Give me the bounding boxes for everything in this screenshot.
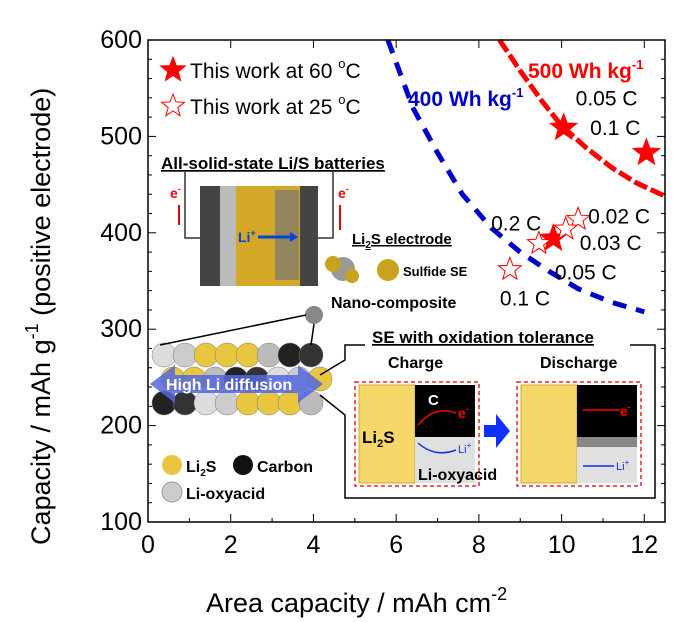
x-tick-label: 2 <box>224 531 238 559</box>
high-li-diffusion-label: High Li diffusion <box>166 377 292 394</box>
data-points: 0.05 C0.1 C0.2 C 0.02 C0.03 C0.05 C0.1 C <box>491 88 662 310</box>
reference-line <box>497 38 667 199</box>
electron-discharge: e- <box>620 402 631 419</box>
open-star-point <box>526 229 552 255</box>
x-tick-label: 0 <box>141 531 155 559</box>
rate-label: 0.02 C <box>588 205 650 228</box>
x-tick-label: 8 <box>472 531 486 559</box>
legend-filled-star-icon <box>159 55 187 82</box>
li-charge: Li+ <box>458 441 472 456</box>
inset-title-se: SE with oxidation tolerance <box>372 328 594 347</box>
particle <box>256 390 282 416</box>
electron-right: e- <box>338 184 349 201</box>
electron-charge: e- <box>458 404 469 421</box>
y-axis-label: Capacity / mAh g-1 (positive electrode) <box>22 88 56 545</box>
inset-title-batteries: All-solid-state Li/S batteries <box>161 154 385 173</box>
y-tick-label: 500 <box>100 122 142 150</box>
legend: This work at 60 oC This work at 25 oC <box>159 55 361 119</box>
carbon-block-label: C <box>428 392 439 409</box>
li2s-electrode-label: Li2S electrode <box>352 231 452 251</box>
x-tick-label: 6 <box>389 531 403 559</box>
sulfide-se-label: Sulfide SE <box>403 264 468 279</box>
legend-label-25: This work at 25 oC <box>190 92 361 119</box>
x-tick-label: 4 <box>306 531 320 559</box>
particle <box>256 342 282 368</box>
particle <box>172 342 198 368</box>
filled-star-point <box>549 112 579 141</box>
legend-li-oxyacid: Li-oxyacid <box>186 486 265 503</box>
particle <box>235 342 261 368</box>
li-discharge: Li+ <box>616 458 630 473</box>
y-tick-label: 600 <box>100 26 142 54</box>
rate-label: 0.05 C <box>555 261 617 284</box>
arrow-icon <box>484 414 510 448</box>
discharge-label: Discharge <box>540 355 617 372</box>
y-tick-label: 200 <box>100 412 142 440</box>
particle <box>235 390 261 416</box>
nano-composite-label: Nano-composite <box>331 295 456 312</box>
particle <box>193 342 219 368</box>
line-500-label: 500 Wh kg-1 <box>528 57 643 83</box>
open-star-point <box>552 215 579 240</box>
filled-star-point <box>631 137 662 166</box>
legend-open-star-icon <box>160 92 186 117</box>
rate-label: 0.1 C <box>590 117 640 140</box>
y-tick-label: 100 <box>100 508 142 536</box>
rate-label: 0.05 C <box>576 88 638 111</box>
y-tick-label: 300 <box>100 315 142 343</box>
axis-ticks: 0 2 4 6 8 10 12 100 200 300 400 500 600 <box>100 26 665 559</box>
li-ion-label: Li+ <box>238 228 256 245</box>
line-400-label: 400 Wh kg-1 <box>408 85 523 111</box>
reference-curves <box>385 38 667 315</box>
plot-frame <box>147 39 666 523</box>
open-star-point <box>497 255 523 281</box>
reference-line <box>385 39 646 315</box>
particle <box>151 342 177 368</box>
electron-left: e- <box>170 184 181 201</box>
x-tick-label: 10 <box>548 531 576 559</box>
y-tick-label: 400 <box>100 219 142 247</box>
x-axis-label: Area capacity / mAh cm-2 <box>206 584 507 618</box>
inset-illustration: All-solid-state Li/S batteries Li+ e- e-… <box>150 154 656 503</box>
legend-li2s: Li2S <box>186 459 217 479</box>
li-oxyacid-block-label: Li-oxyacid <box>418 467 497 484</box>
li2s-block-label: Li2S <box>362 428 395 450</box>
particle <box>172 390 198 416</box>
x-tick-label: 12 <box>630 531 658 559</box>
open-star-point <box>565 205 591 231</box>
particle <box>277 342 303 368</box>
legend-carbon: Carbon <box>257 459 313 476</box>
particle <box>214 390 240 416</box>
particle <box>298 342 324 368</box>
charge-label: Charge <box>388 355 443 372</box>
rate-label: 0.1 C <box>500 287 550 310</box>
rate-label: 0.03 C <box>580 232 642 255</box>
particle <box>214 342 240 368</box>
particle <box>193 390 219 416</box>
rate-label: 0.2 C <box>491 213 541 236</box>
legend-label-60: This work at 60 oC <box>190 56 361 83</box>
